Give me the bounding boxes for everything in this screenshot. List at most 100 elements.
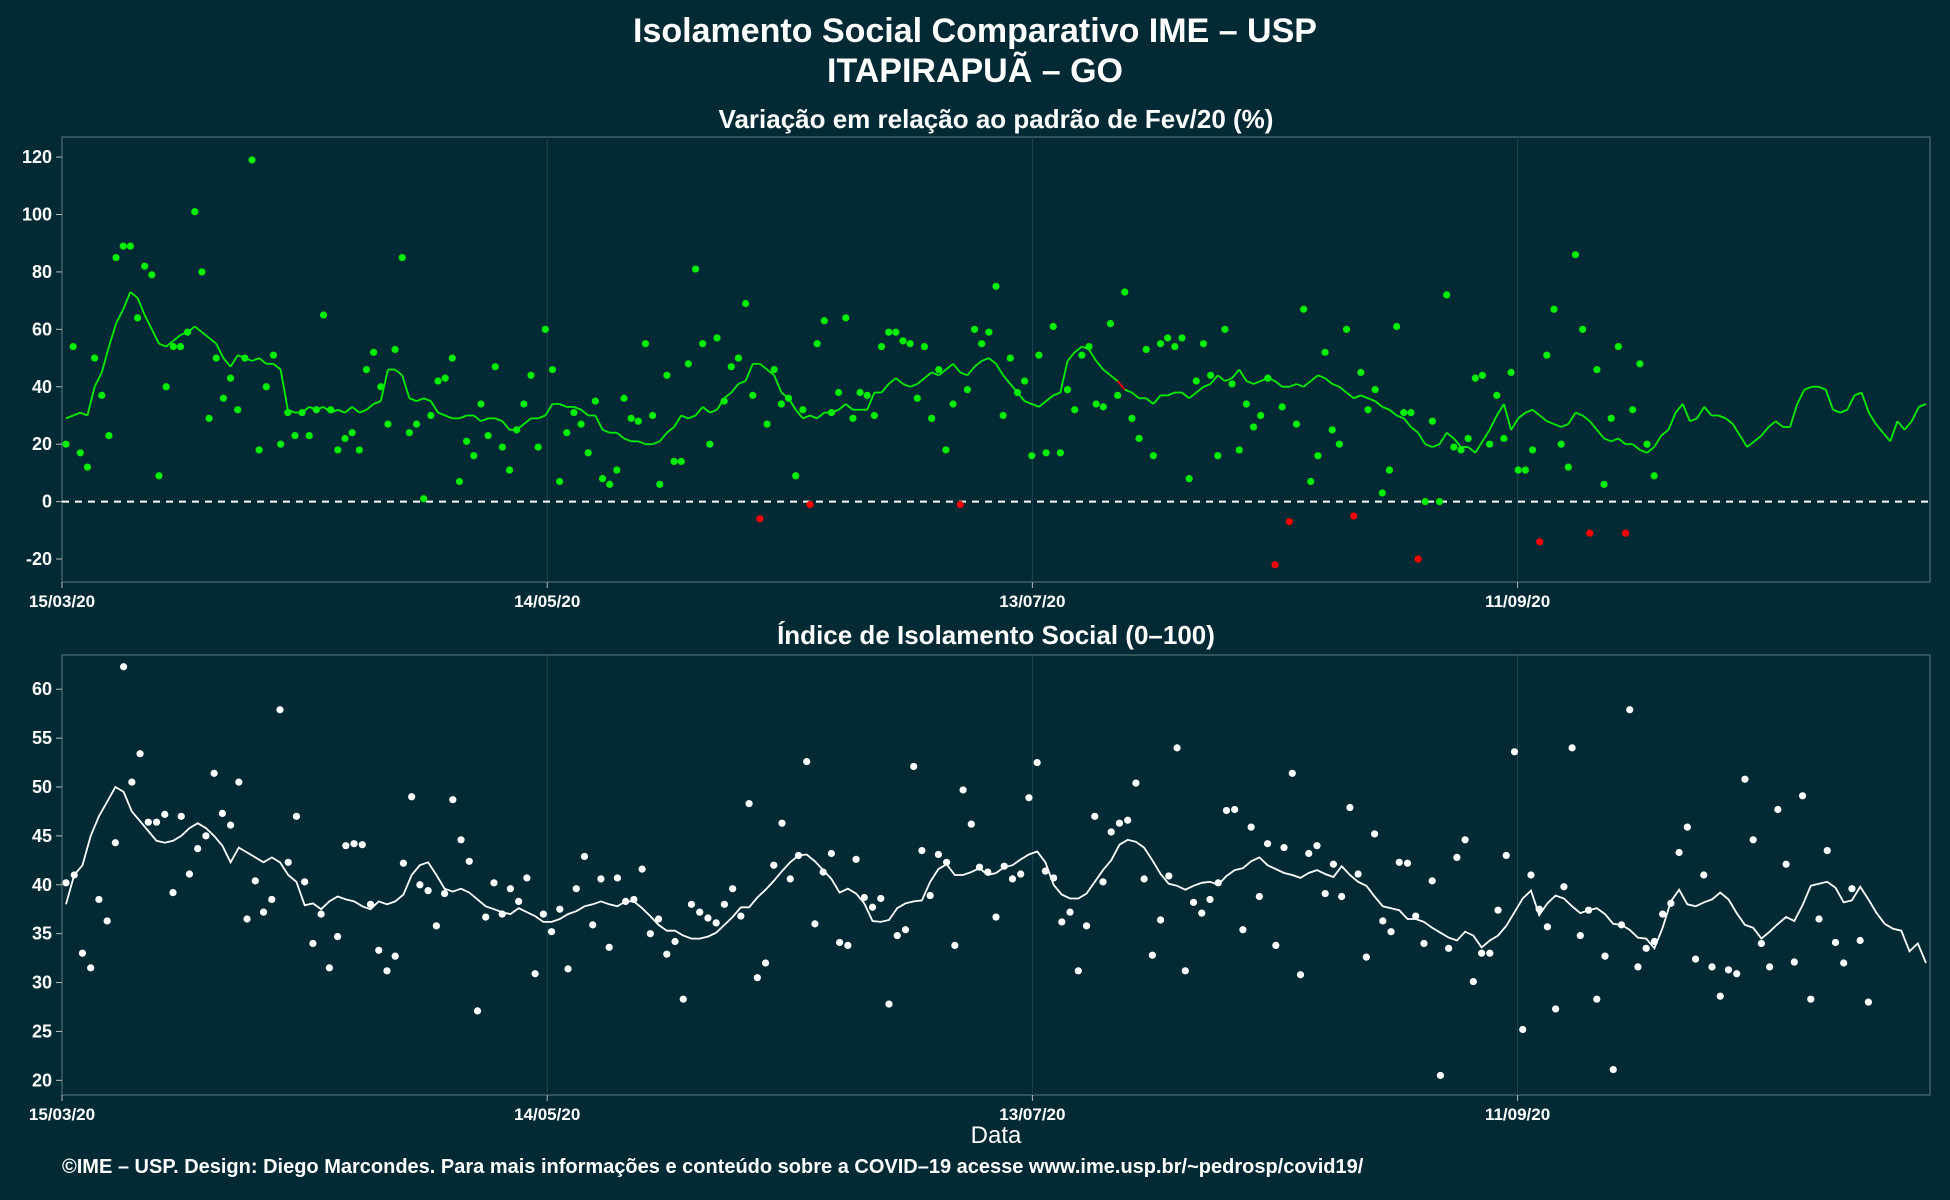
moving-average-segment — [723, 391, 732, 399]
data-point — [1000, 862, 1008, 870]
moving-average-segment — [1367, 397, 1376, 402]
moving-average-segment — [1860, 392, 1870, 413]
data-point — [333, 933, 342, 941]
data-point — [98, 391, 106, 399]
moving-average-segment — [86, 386, 96, 416]
data-point — [1272, 941, 1280, 949]
data-point — [899, 337, 907, 345]
moving-average-segment — [401, 375, 411, 399]
moving-average-segment — [573, 406, 582, 411]
moving-average-segment — [1338, 386, 1348, 394]
data-point — [1156, 340, 1165, 348]
moving-average-segment — [194, 325, 203, 333]
moving-average-segment — [1152, 394, 1162, 405]
data-point — [978, 340, 986, 348]
moving-average-segment — [995, 363, 1004, 376]
data-point — [613, 466, 621, 474]
moving-average-segment — [1732, 423, 1741, 437]
data-point — [319, 311, 328, 319]
moving-average-segment — [1903, 420, 1913, 431]
data-point — [1428, 417, 1436, 425]
data-point — [1321, 889, 1329, 898]
data-point — [1221, 325, 1229, 333]
moving-average-segment — [1589, 420, 1598, 431]
data-point — [1543, 351, 1551, 359]
data-point — [684, 360, 692, 368]
data-point — [198, 268, 206, 276]
data-point — [362, 365, 371, 374]
data-point — [770, 365, 778, 374]
data-point — [243, 915, 251, 923]
negative-data-point — [756, 515, 764, 523]
data-point — [1063, 386, 1072, 394]
data-point — [1477, 949, 1486, 957]
data-point — [656, 480, 664, 488]
moving-average-segment — [523, 417, 532, 425]
moving-average-segment — [1116, 380, 1126, 391]
moving-average-segment — [1424, 443, 1433, 448]
data-point — [630, 895, 638, 904]
data-point — [1443, 291, 1451, 299]
data-point — [885, 1000, 893, 1008]
moving-average-segment — [409, 397, 417, 402]
data-point — [1249, 423, 1258, 431]
x-tick-label: 13/07/20 — [999, 592, 1065, 611]
moving-average-segment — [1481, 429, 1491, 442]
plot-frame — [61, 654, 1931, 1096]
moving-average-segment — [1696, 406, 1705, 419]
data-point — [589, 921, 597, 929]
data-point — [427, 411, 435, 420]
data-point — [1199, 340, 1208, 348]
data-point — [342, 842, 350, 850]
moving-average-segment — [1882, 432, 1891, 442]
data-point — [1500, 434, 1508, 443]
data-point — [136, 750, 144, 758]
moving-average-segment — [1789, 403, 1799, 428]
moving-average-segment — [730, 383, 740, 394]
data-point — [473, 1007, 482, 1015]
data-point — [1617, 921, 1626, 929]
data-point — [1600, 480, 1608, 488]
moving-average-segment — [215, 343, 225, 359]
moving-average-segment — [337, 408, 346, 414]
data-point — [341, 434, 349, 443]
moving-average-segment — [1002, 374, 1012, 385]
data-point — [827, 849, 835, 858]
data-point — [141, 262, 149, 270]
data-point — [527, 371, 535, 379]
moving-average-segment — [480, 417, 489, 423]
moving-average-segment — [1653, 435, 1663, 448]
moving-average-segment — [1610, 437, 1619, 443]
data-point — [885, 328, 893, 336]
data-point — [622, 897, 630, 905]
data-point — [1346, 803, 1354, 812]
moving-average-segment — [1224, 377, 1233, 382]
data-point — [1228, 380, 1236, 388]
moving-average-segment — [666, 426, 675, 434]
moving-average-segment — [358, 408, 367, 414]
negative-data-point — [1586, 529, 1594, 537]
data-point — [564, 965, 572, 973]
moving-average-segment — [1066, 351, 1076, 362]
moving-average-segment — [165, 340, 174, 348]
moving-average-segment — [673, 415, 682, 428]
data-point — [1864, 998, 1872, 1006]
data-point — [1642, 944, 1650, 952]
moving-average-segment — [1531, 409, 1541, 417]
data-point — [1469, 977, 1477, 986]
data-point — [205, 414, 213, 422]
data-point — [1189, 898, 1198, 906]
moving-average-segment — [1875, 423, 1884, 434]
data-point — [412, 420, 421, 428]
data-point — [103, 917, 111, 925]
data-point — [792, 472, 800, 480]
moving-average-segment — [1381, 406, 1390, 411]
moving-average-segment — [1145, 397, 1154, 405]
moving-average-segment — [279, 369, 289, 410]
data-point — [1264, 374, 1272, 382]
data-point — [269, 351, 278, 359]
data-point — [420, 495, 428, 503]
data-point — [291, 431, 299, 440]
moving-average-segment — [208, 337, 217, 345]
data-point — [185, 870, 194, 878]
